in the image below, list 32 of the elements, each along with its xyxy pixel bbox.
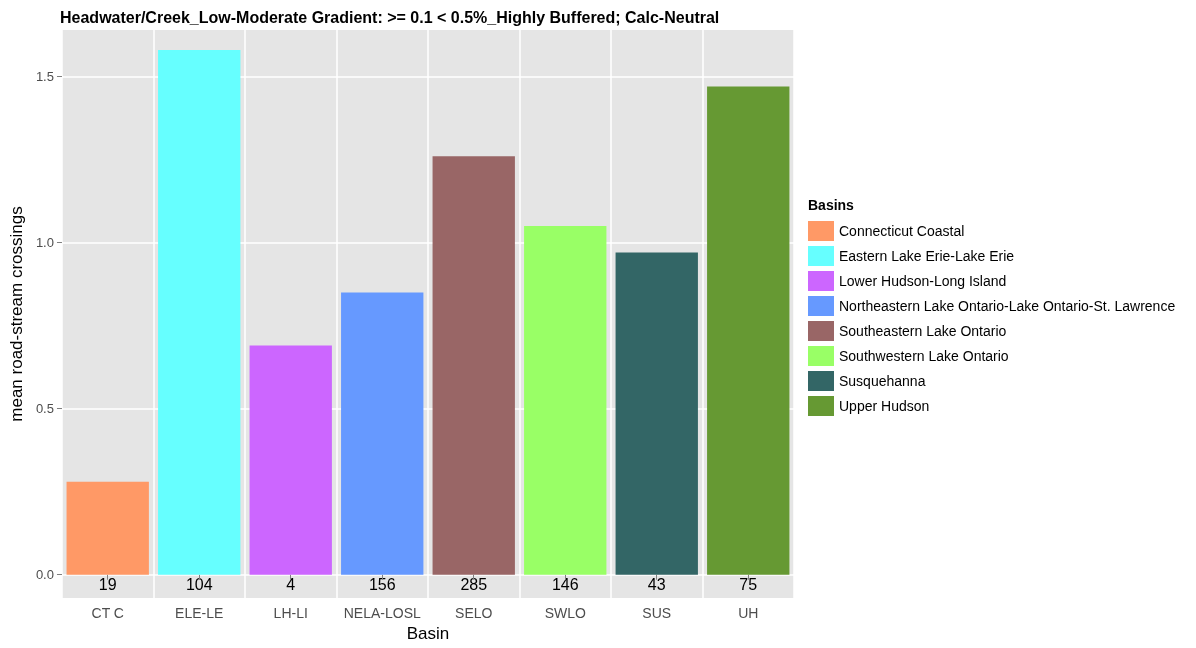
legend-label: Upper Hudson [839,398,930,414]
x-tick-label: ELE-LE [175,605,224,621]
y-tick-label: 1.5 [35,69,54,84]
legend-label: Susquehanna [839,373,926,389]
legend-label: Southeastern Lake Ontario [839,323,1007,339]
x-tick-label: UH [738,605,759,621]
x-tick-label: SELO [455,605,493,621]
x-tick-label: NELA-LOSL [343,605,421,621]
legend-label: Eastern Lake Erie-Lake Erie [839,248,1015,264]
legend-label: Connecticut Coastal [839,223,965,239]
legend-title: Basins [808,197,855,213]
annotation: 19 [98,576,117,594]
x-axis-title: Basin [406,623,450,643]
x-tick-label: SUS [642,605,672,621]
annotation: 43 [647,576,666,594]
annotation: 146 [551,576,579,594]
y-tick-label: 0.5 [35,401,54,417]
annotation: 104 [185,576,213,594]
annotation: 156 [368,576,396,594]
y-tick-label: 1.0 [35,235,54,251]
legend-label: Northeastern Lake Ontario-Lake Ontario-St. Lawrence [839,298,1176,314]
legend-label: Southwestern Lake Ontario [839,348,1009,364]
x-tick-label: LH-LI [273,605,308,621]
y-axis-title: mean road-stream crossings [7,206,26,422]
chart-title: Headwater/Creek_Low-Moderate Gradient: >= 0.1 < 0.5%_Highly Buffered; Calc-Neutral [60,8,720,26]
y-tick-label: 0.0 [35,567,54,583]
annotation: 4 [286,576,296,594]
x-tick-label: SWLO [544,605,586,621]
annotation: 285 [460,576,488,594]
annotation: 75 [739,576,758,594]
legend-label: Lower Hudson-Long Island [839,273,1007,289]
x-tick-label: CT C [91,605,124,621]
